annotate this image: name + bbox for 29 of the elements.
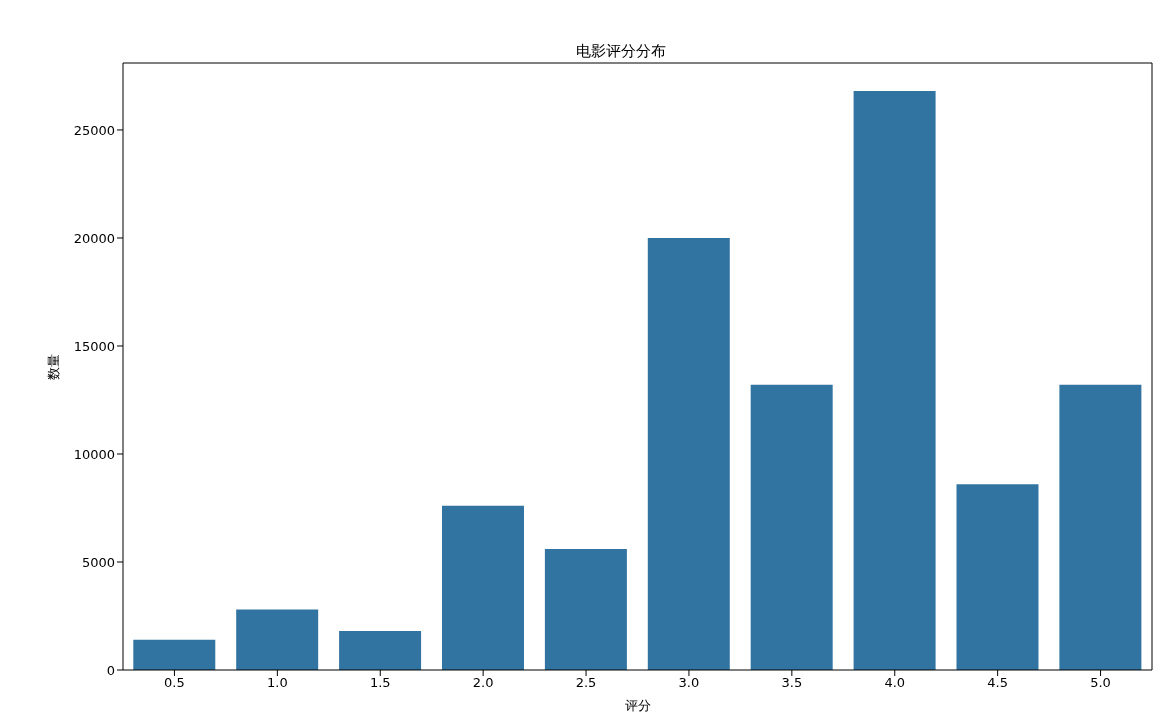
bar — [956, 484, 1039, 670]
x-tick-label: 4.5 — [987, 675, 1008, 691]
bar — [853, 91, 936, 670]
x-tick-label: 2.0 — [472, 675, 494, 691]
bar — [236, 609, 319, 670]
y-axis-title: 数量 — [45, 353, 61, 380]
bar — [750, 384, 833, 670]
x-axis-title: 评分 — [624, 698, 651, 713]
x-tick-label: 0.5 — [164, 675, 185, 691]
y-tick-label: 0 — [106, 662, 115, 678]
bar — [441, 505, 524, 670]
y-tick-label: 5000 — [81, 554, 115, 570]
bar — [339, 631, 422, 670]
bar — [544, 549, 627, 670]
x-tick-label: 1.5 — [369, 675, 391, 691]
x-tick-label: 5.0 — [1090, 675, 1111, 691]
x-tick-label: 2.5 — [575, 675, 597, 691]
chart-title: 电影评分分布 — [576, 42, 666, 60]
bar — [133, 639, 216, 670]
y-tick-label: 10000 — [73, 446, 115, 462]
x-tick-label: 3.0 — [678, 675, 700, 691]
x-tick-label: 4.0 — [884, 675, 906, 691]
bar — [647, 237, 730, 670]
bar — [1059, 384, 1142, 670]
x-tick-label: 1.0 — [267, 675, 288, 691]
y-tick-label: 25000 — [73, 122, 115, 138]
y-tick-label: 20000 — [73, 230, 115, 246]
x-tick-label: 3.5 — [781, 675, 803, 691]
y-tick-label: 15000 — [73, 338, 115, 354]
